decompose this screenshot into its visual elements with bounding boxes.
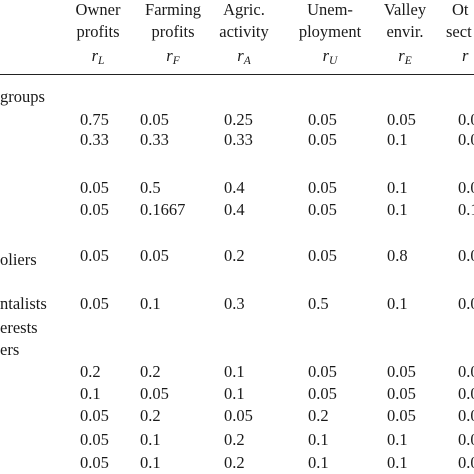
table-cell: 0.05 xyxy=(80,430,109,449)
table-cell: 0.05 xyxy=(80,294,109,313)
table-cell: 0.0 xyxy=(458,384,474,403)
group-label-4b: ers xyxy=(0,340,20,359)
table-cell: 0.33 xyxy=(224,130,253,149)
table-cell: 0.1 xyxy=(387,130,408,149)
table-cell: 0.05 xyxy=(140,246,169,265)
col-unemployment-line1: Unem- xyxy=(307,0,353,19)
table-cell: 0.05 xyxy=(80,246,109,265)
col-agric-line2: activity xyxy=(219,22,269,41)
table-cell: 0.0 xyxy=(458,178,474,197)
table-cell: 0.05 xyxy=(387,406,416,425)
table-cell: 0.05 xyxy=(308,110,337,129)
table-cell: 0.1 xyxy=(308,453,329,472)
table-cell: 0.1 xyxy=(224,362,245,381)
table-cell: 0.05 xyxy=(308,384,337,403)
col-unemployment-line2: ployment xyxy=(298,22,362,41)
table-cell: 0.1 xyxy=(140,294,161,313)
table-cell: 0.1 xyxy=(224,384,245,403)
table-cell: 0.1 xyxy=(308,430,329,449)
table-cell: 0.5 xyxy=(140,178,161,197)
table-cell: 0.05 xyxy=(140,384,169,403)
table-cell: 0.05 xyxy=(80,453,109,472)
group-label-4a: erests xyxy=(0,318,38,337)
table-cell: 0.2 xyxy=(140,362,161,381)
table-cell: 0.0 xyxy=(458,430,474,449)
table-cell: 0.1 xyxy=(387,200,408,219)
table-cell: 0.05 xyxy=(308,178,337,197)
col-valley-line2: envir. xyxy=(386,22,424,41)
table-cell: 0.05 xyxy=(140,110,169,129)
table-cell: 0.0 xyxy=(458,130,474,149)
table-cell: 0.0 xyxy=(458,453,474,472)
table-cell: 0.33 xyxy=(80,130,109,149)
table-cell: 0.25 xyxy=(224,110,253,129)
col-agric-var: rA xyxy=(237,46,251,67)
col-agric-line1: Agric. xyxy=(223,0,265,19)
table-cell: 0.1 xyxy=(387,430,408,449)
table-cell: 0.1667 xyxy=(140,200,186,219)
table-cell: 0.0 xyxy=(458,406,474,425)
col-owner-var: rL xyxy=(91,46,105,67)
table-cell: 0.1 xyxy=(387,453,408,472)
table-cell: 0.2 xyxy=(224,246,245,265)
table-cell: 0.1 xyxy=(387,178,408,197)
table-cell: 0.0 xyxy=(458,362,474,381)
col-owner-line1: Owner xyxy=(75,0,121,19)
col-other-line2: sect xyxy=(446,22,472,41)
table-cell: 0.4 xyxy=(224,200,245,219)
col-unemployment-var: rU xyxy=(322,46,338,67)
table-cell: 0.3 xyxy=(224,294,245,313)
table-cell: 0.5 xyxy=(308,294,329,313)
table-cell: 0.05 xyxy=(308,246,337,265)
col-farming-line1: Farming xyxy=(145,0,201,19)
table-cell: 0.05 xyxy=(80,200,109,219)
table-cell: 0.2 xyxy=(80,362,101,381)
table-cell: 0.1 xyxy=(458,200,474,219)
col-valley-line1: Valley xyxy=(383,0,427,19)
group-label-3: ntalists xyxy=(0,294,47,313)
table-cell: 0.0 xyxy=(458,294,474,313)
table-cell: 0.1 xyxy=(140,453,161,472)
table-cell: 0.33 xyxy=(140,130,169,149)
table-cell: 0.8 xyxy=(387,246,408,265)
col-other-line1: Ot xyxy=(452,0,469,19)
table-cell: 0.05 xyxy=(308,200,337,219)
table-cell: 0.05 xyxy=(387,110,416,129)
table-cell: 0.05 xyxy=(308,362,337,381)
col-owner-line2: profits xyxy=(76,22,120,41)
table-cell: 0.1 xyxy=(80,384,101,403)
table-cell: 0.2 xyxy=(140,406,161,425)
table-cell: 0.1 xyxy=(387,294,408,313)
table-cell: 0.05 xyxy=(80,406,109,425)
table-cell: 0.2 xyxy=(308,406,329,425)
col-farming-line2: profits xyxy=(151,22,195,41)
col-valley-var: rE xyxy=(398,46,412,67)
table-cell: 0.0 xyxy=(458,110,474,129)
group-label-1: groups xyxy=(0,87,45,106)
table-cell: 0.1 xyxy=(140,430,161,449)
col-other-var: r xyxy=(462,46,469,65)
table-cell: 0.05 xyxy=(80,178,109,197)
table-cell: 0.75 xyxy=(80,110,109,129)
table-cell: 0.2 xyxy=(224,430,245,449)
col-farming-var: rF xyxy=(166,46,180,67)
table-cell: 0.05 xyxy=(308,130,337,149)
table-cell: 0.0 xyxy=(458,246,474,265)
header-rule xyxy=(0,74,474,76)
table-cell: 0.2 xyxy=(224,453,245,472)
table-cell: 0.05 xyxy=(387,362,416,381)
table-cell: 0.05 xyxy=(387,384,416,403)
table-cell: 0.05 xyxy=(224,406,253,425)
table-cell: 0.4 xyxy=(224,178,245,197)
group-label-2: oliers xyxy=(0,250,37,269)
